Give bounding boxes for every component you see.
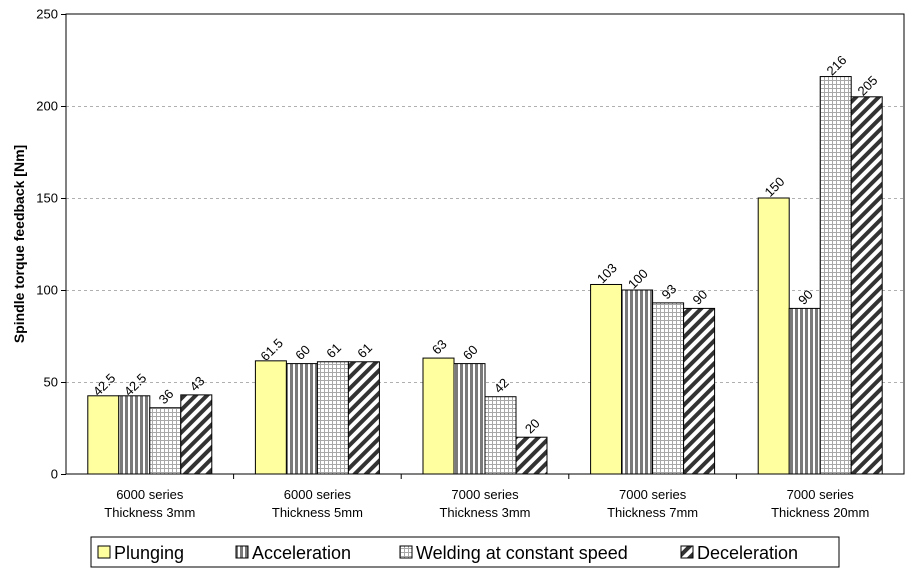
legend-swatch (399, 545, 413, 559)
data-label: 42.5 (121, 370, 150, 399)
bar-acceleration (788, 307, 821, 475)
data-label: 205 (855, 73, 881, 99)
y-tick-label: 150 (36, 191, 58, 206)
bar-welding-at-constant-speed (484, 396, 517, 475)
x-tick-label: 7000 series (619, 487, 687, 502)
bar-acceleration (118, 395, 151, 475)
bar-welding-at-constant-speed (819, 76, 852, 475)
legend-swatch (235, 545, 249, 559)
data-label: 43 (187, 373, 208, 394)
data-label: 216 (824, 52, 850, 78)
bar-deceleration (850, 96, 883, 475)
bar-acceleration (453, 363, 486, 475)
data-label: 90 (795, 287, 816, 308)
bar-welding-at-constant-speed (652, 302, 685, 475)
data-label: 42 (491, 375, 512, 396)
data-label: 103 (594, 260, 620, 286)
bar-acceleration (621, 289, 654, 475)
data-label: 61 (354, 340, 375, 361)
data-label: 63 (429, 336, 450, 357)
data-label: 60 (292, 342, 313, 363)
x-tick-label: Thickness 3mm (439, 505, 530, 520)
y-tick-label: 100 (36, 283, 58, 298)
bar-acceleration (285, 363, 318, 475)
data-label: 20 (522, 416, 543, 437)
legend-swatch (97, 545, 111, 559)
x-tick-label: Thickness 20mm (771, 505, 869, 520)
data-label: 100 (625, 266, 651, 292)
data-label: 60 (460, 342, 481, 363)
x-tick-label: 7000 series (451, 487, 519, 502)
y-axis-label: Spindle torque feedback [Nm] (11, 145, 27, 343)
bar-plunging (590, 283, 623, 475)
bar-deceleration (683, 307, 716, 475)
x-tick-label: Thickness 3mm (104, 505, 195, 520)
legend-swatch (680, 545, 694, 559)
bar-deceleration (515, 436, 548, 475)
y-tick-label: 250 (36, 7, 58, 22)
y-tick-label: 0 (51, 467, 58, 482)
legend-label: Acceleration (252, 543, 351, 563)
data-label: 36 (156, 386, 177, 407)
data-label: 90 (689, 287, 710, 308)
x-tick-label: Thickness 5mm (272, 505, 363, 520)
bar-plunging (757, 197, 790, 475)
data-label: 42.5 (90, 370, 119, 399)
data-label: 61 (323, 340, 344, 361)
y-tick-label: 50 (44, 375, 58, 390)
y-tick-label: 200 (36, 99, 58, 114)
bar-plunging (254, 360, 287, 475)
legend (90, 536, 840, 568)
bar-welding-at-constant-speed (316, 361, 349, 475)
bar-deceleration (347, 361, 380, 475)
x-tick-label: 6000 series (116, 487, 184, 502)
bar-welding-at-constant-speed (149, 407, 182, 475)
x-tick-label: Thickness 7mm (607, 505, 698, 520)
legend-label: Plunging (114, 543, 184, 563)
x-tick-label: 6000 series (284, 487, 352, 502)
bar-plunging (422, 357, 455, 475)
bar-deceleration (180, 394, 213, 475)
data-label: 93 (658, 281, 679, 302)
data-label: 150 (762, 174, 788, 200)
bar-plunging (87, 395, 120, 475)
x-tick-label: 7000 series (787, 487, 855, 502)
data-label: 61.5 (257, 335, 286, 364)
legend-label: Welding at constant speed (416, 543, 628, 563)
legend-label: Deceleration (697, 543, 798, 563)
